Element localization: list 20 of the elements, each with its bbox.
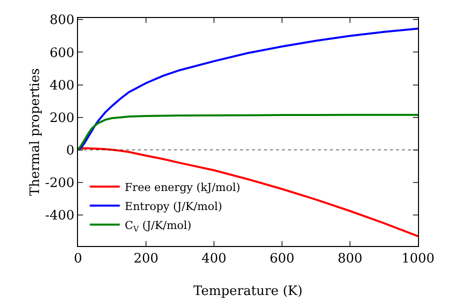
x-tick-label: 1000 bbox=[401, 252, 435, 267]
legend-label: C$_{V}$ (J/K/mol) bbox=[124, 218, 192, 234]
y-tick-label: -400 bbox=[45, 208, 74, 224]
y-tick-label: -200 bbox=[45, 176, 74, 192]
legend-label: Free energy (kJ/mol) bbox=[124, 180, 240, 194]
line-series bbox=[78, 114, 418, 151]
x-tick-label: 600 bbox=[270, 252, 294, 267]
x-tick-label: 800 bbox=[338, 252, 362, 267]
x-tick-label: 400 bbox=[202, 252, 226, 267]
x-tick-label: 200 bbox=[134, 252, 158, 267]
y-axis-title: Thermal properties bbox=[28, 68, 44, 196]
y-tick-label: 800 bbox=[50, 13, 74, 28]
x-axis-title: Temperature (K) bbox=[193, 284, 303, 299]
line-series bbox=[78, 147, 418, 238]
y-tick-label: 400 bbox=[50, 78, 74, 94]
legend-label: Entropy (J/K/mol) bbox=[124, 200, 222, 213]
y-tick-label: 0 bbox=[66, 143, 74, 158]
y-tick-label: 600 bbox=[50, 46, 74, 61]
line-series bbox=[78, 28, 418, 151]
y-tick-label: 200 bbox=[50, 110, 74, 126]
